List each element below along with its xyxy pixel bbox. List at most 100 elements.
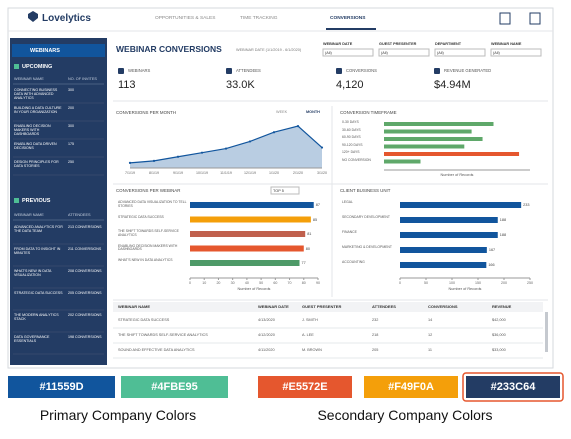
- filter-value[interactable]: (All): [325, 50, 332, 55]
- column-header: WEBINAR DATE: [258, 303, 289, 309]
- filter-label: GUEST PRESENTER: [379, 42, 417, 46]
- section-heading: UPCOMING: [22, 64, 53, 70]
- filter-value[interactable]: (All): [381, 50, 388, 55]
- dashboard-title: WEBINAR CONVERSIONS: [116, 44, 222, 54]
- table-cell: 4/12/2020: [258, 333, 275, 337]
- data-label: 81: [307, 232, 312, 236]
- column-header: WEBINAR NAME: [14, 77, 44, 81]
- kpi-value: 4,120: [336, 79, 364, 91]
- toggle-option[interactable]: WEEK: [276, 110, 288, 114]
- bar: [384, 159, 421, 164]
- section-icon: [14, 198, 19, 203]
- x-tick-label: 2/1/20: [293, 171, 303, 175]
- x-axis-label: Number of Records: [448, 287, 482, 291]
- x-tick-label: 200: [501, 281, 507, 285]
- y-tick-label: THE SHIFT TOWARDS SELF-SERVICE ANALYTICS: [118, 229, 179, 237]
- filter-value[interactable]: TOP 5: [273, 188, 284, 193]
- kpi-icon: [118, 68, 124, 74]
- x-tick-label: 3/1/20: [317, 171, 327, 175]
- image-icon[interactable]: [529, 12, 541, 25]
- filter-dropdown[interactable]: [270, 186, 300, 195]
- x-tick-label: 11/1/19: [220, 171, 232, 175]
- webinar-name[interactable]: ENABLING DATA DRIVEN DECISIONS: [14, 142, 57, 151]
- toggle-option[interactable]: MONTH: [306, 110, 320, 114]
- filter-label: WEBINAR DATE: [323, 42, 353, 46]
- table-cell: 12: [428, 333, 433, 337]
- bar: [400, 202, 522, 208]
- webinar-count: 211 CONVERSIONS: [68, 247, 102, 251]
- nav-tab[interactable]: OPPORTUNITIES & SALES: [155, 16, 216, 21]
- column-header: REVENUE: [492, 303, 512, 309]
- y-tick-label: 90-120 DAYS: [342, 142, 363, 147]
- color-swatch: [364, 376, 458, 398]
- x-tick-label: 250: [527, 281, 533, 285]
- webinar-name[interactable]: DATA GOVERNANCE ESSENTIALS: [14, 335, 50, 344]
- y-tick-label: ACCOUNTING: [342, 260, 365, 264]
- table-cell: THE SHIFT TOWARDS SELF-SERVICE ANALYTICS: [118, 333, 208, 337]
- webinar-count: 198 CONVERSIONS: [68, 335, 102, 339]
- swatch-label: #F49F0A: [388, 381, 434, 393]
- webinar-name[interactable]: FROM DATA TO INSIGHT IN MINUTES: [14, 247, 61, 256]
- kpi-icon: [434, 68, 440, 74]
- column-header: GUEST PRESENTER: [302, 303, 342, 309]
- filter-dropdown[interactable]: [378, 48, 430, 57]
- bar: [190, 231, 306, 237]
- webinar-name[interactable]: ADVANCED ANALYTICS FOR THE DATA TEAM: [14, 225, 63, 234]
- scrollbar[interactable]: [545, 312, 548, 352]
- webinar-name[interactable]: WHAT'S NEW IN DATA VISUALIZATION: [14, 269, 52, 278]
- webinar-name[interactable]: ENABLING DECISION MAKERS WITH DASHBOARDS: [14, 124, 51, 137]
- nav-tab[interactable]: TIME TRACKING: [240, 16, 278, 21]
- x-tick-label: 50: [424, 281, 428, 285]
- nav-tab[interactable]: CONVERSIONS: [330, 16, 366, 21]
- kpi-label: ATTENDEES: [236, 68, 261, 73]
- table-cell: M. BROWN: [302, 348, 322, 352]
- webinar-count: 300: [68, 124, 74, 128]
- bar: [384, 137, 483, 141]
- webinar-name[interactable]: CONNECTING BUSINESS DATA WITH ADVANCED A…: [14, 88, 58, 101]
- data-label: 77: [301, 261, 306, 265]
- y-tick-label: SECONDARY DEVELOPMENT: [342, 215, 390, 219]
- webinar-name[interactable]: STRATEGIC DATA SUCCESS: [14, 291, 63, 295]
- table-cell: A. LEE: [302, 333, 314, 337]
- webinar-name[interactable]: DESIGN PRINCIPLES FOR DATA STORIES: [14, 160, 59, 169]
- filter-dropdown[interactable]: [490, 48, 542, 57]
- filter-label: DEPARTMENT: [435, 42, 462, 46]
- highlight-border: [462, 372, 564, 402]
- point: [200, 151, 204, 154]
- kpi-value: 33.0K: [226, 79, 255, 91]
- bar: [190, 216, 311, 223]
- kpi-label: WEBINARS: [128, 68, 151, 73]
- filter-value[interactable]: (All): [437, 50, 444, 55]
- y-tick-label: 30-60 DAYS: [342, 127, 361, 132]
- swatch-label: #11559D: [39, 381, 84, 393]
- logo-icon: [28, 11, 38, 22]
- color-swatch: [121, 376, 228, 398]
- pdf-icon[interactable]: [499, 12, 511, 25]
- x-tick-label: 150: [475, 281, 481, 285]
- filter-value[interactable]: (All): [493, 50, 500, 55]
- table-cell: J. SMITH: [302, 318, 318, 322]
- y-tick-label: 120+ DAYS: [342, 150, 360, 154]
- column-header: CONVERSIONS: [428, 303, 458, 309]
- data-label: 188: [499, 233, 507, 237]
- y-tick-label: MARKETING & DEVELOPMENT: [342, 245, 392, 249]
- sidebar-title-box: [12, 44, 105, 57]
- x-tick-label: 80: [301, 281, 306, 285]
- webinar-name[interactable]: THE MODERN ANALYTICS STACK: [14, 313, 59, 322]
- point: [152, 159, 156, 162]
- section-heading: PREVIOUS: [22, 198, 51, 204]
- table-cell: $42,000: [492, 318, 506, 322]
- webinar-name[interactable]: BUILDING A DATA CULTURE IN YOUR ORGANIZA…: [14, 106, 62, 115]
- point: [128, 161, 132, 164]
- x-tick-label: 12/1/19: [244, 171, 256, 175]
- palette-label: Primary Company Colors: [39, 407, 197, 423]
- kpi-icon: [336, 68, 342, 74]
- point: [296, 124, 300, 128]
- x-tick-label: 40: [244, 281, 249, 285]
- dashboard-subtitle: WEBINAR DATE (1/1/2019 - 6/1/2020): [236, 48, 302, 52]
- table-cell: SOUND AND EFFECTIVE DATA ANALYTICS: [118, 348, 195, 352]
- bar: [384, 122, 494, 126]
- filter-dropdown[interactable]: [434, 48, 486, 57]
- filter-dropdown[interactable]: [322, 48, 374, 57]
- bar: [400, 232, 498, 238]
